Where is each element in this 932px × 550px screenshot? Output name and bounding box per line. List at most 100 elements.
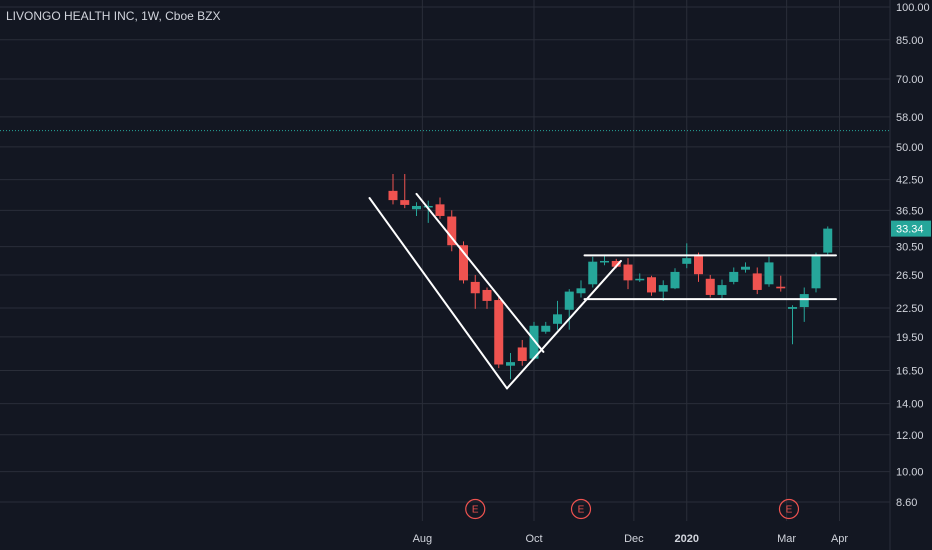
candle-body bbox=[388, 190, 398, 201]
candle bbox=[388, 174, 398, 205]
candle bbox=[435, 197, 445, 219]
candle bbox=[588, 256, 598, 288]
candle-body bbox=[752, 273, 762, 290]
candle bbox=[623, 258, 633, 290]
time-axis[interactable]: Aug Oct Dec 2020 Mar Apr bbox=[413, 533, 849, 545]
y-tick-label: 22.50 bbox=[896, 303, 924, 315]
candle bbox=[741, 262, 750, 273]
rising-line[interactable] bbox=[505, 259, 622, 390]
candle-body bbox=[588, 261, 598, 285]
candle-body bbox=[823, 228, 833, 253]
candle bbox=[506, 352, 515, 380]
candle-body bbox=[705, 278, 715, 295]
candle-body bbox=[529, 325, 539, 359]
last-price-label: 33.34 bbox=[896, 224, 924, 236]
candle-body bbox=[400, 200, 410, 205]
candle bbox=[776, 275, 786, 292]
y-tick-label: 19.50 bbox=[896, 332, 924, 344]
candle bbox=[482, 287, 492, 309]
y-tick-label: 50.00 bbox=[896, 142, 924, 154]
x-tick-label: Dec bbox=[624, 533, 644, 545]
last-price-box bbox=[891, 220, 931, 237]
candle bbox=[412, 202, 421, 216]
candle bbox=[705, 274, 715, 298]
candle bbox=[752, 267, 762, 295]
candle bbox=[470, 274, 480, 309]
candle bbox=[400, 174, 410, 209]
candle-body bbox=[600, 260, 609, 263]
candle bbox=[788, 305, 797, 345]
candle-body bbox=[611, 260, 621, 267]
earnings-label: E bbox=[786, 505, 793, 516]
candle-body bbox=[564, 291, 574, 310]
candle-body bbox=[517, 347, 527, 361]
candle-body bbox=[494, 300, 504, 365]
candle bbox=[658, 280, 668, 301]
y-tick-label: 42.50 bbox=[896, 175, 924, 187]
x-tick-label: Mar bbox=[777, 533, 796, 545]
candle bbox=[459, 241, 468, 284]
candle-body bbox=[470, 281, 480, 294]
candle bbox=[447, 210, 457, 252]
candle-body bbox=[776, 286, 786, 289]
y-tick-label: 70.00 bbox=[896, 74, 924, 86]
earnings-label: E bbox=[578, 505, 585, 516]
candle bbox=[517, 339, 527, 366]
candle-body bbox=[729, 271, 739, 282]
candle-body bbox=[741, 266, 750, 270]
candle bbox=[635, 273, 645, 282]
candle-body bbox=[482, 289, 492, 301]
candle-body bbox=[623, 264, 633, 281]
x-tick-label: Apr bbox=[831, 533, 848, 545]
earnings-circle bbox=[778, 498, 800, 520]
earnings-circle bbox=[465, 498, 486, 520]
candle-body bbox=[506, 362, 515, 366]
candle bbox=[576, 280, 586, 298]
y-tick-label: 100.00 bbox=[896, 2, 930, 14]
candle-body bbox=[435, 204, 445, 216]
y-tick-label: 26.50 bbox=[896, 270, 924, 282]
y-tick-label: 58.00 bbox=[896, 112, 924, 124]
candle-body bbox=[694, 255, 703, 275]
last-price-tag: 33.34 bbox=[891, 220, 931, 237]
candle bbox=[553, 300, 562, 330]
grid-lines bbox=[0, 0, 890, 521]
candle bbox=[823, 226, 833, 257]
candle bbox=[494, 295, 504, 369]
earnings-marker[interactable]: E bbox=[465, 498, 486, 520]
candle bbox=[799, 287, 809, 322]
candle-body bbox=[717, 285, 727, 295]
candle-body bbox=[423, 205, 433, 208]
y-tick-label: 16.50 bbox=[896, 366, 924, 378]
candle-body bbox=[799, 294, 809, 308]
candle-body bbox=[447, 216, 457, 246]
y-tick-label: 12.00 bbox=[896, 430, 924, 442]
candle bbox=[564, 289, 574, 330]
falling-channel-upper[interactable] bbox=[415, 192, 545, 353]
candle bbox=[764, 256, 774, 287]
y-tick-label: 30.50 bbox=[896, 242, 924, 254]
candle-body bbox=[541, 325, 551, 332]
y-tick-label: 14.00 bbox=[896, 399, 924, 411]
candlestick-series bbox=[388, 174, 833, 380]
candle bbox=[811, 252, 821, 293]
price-axis[interactable]: 100.00 85.00 70.00 58.00 50.00 42.50 36.50 30.5… bbox=[896, 2, 930, 509]
y-tick-label: 36.50 bbox=[896, 205, 924, 217]
candle-body bbox=[811, 255, 821, 289]
candle bbox=[670, 268, 680, 290]
falling-channel-lower[interactable] bbox=[368, 197, 508, 390]
earnings-marker[interactable]: E bbox=[778, 498, 800, 520]
candle-body bbox=[682, 258, 692, 264]
earnings-marker[interactable]: E bbox=[570, 498, 592, 520]
trendline-drawings[interactable] bbox=[368, 192, 837, 390]
candle bbox=[694, 252, 703, 282]
earnings-label: E bbox=[472, 505, 479, 516]
candle-body bbox=[764, 262, 774, 285]
y-tick-label: 10.00 bbox=[896, 467, 924, 479]
candle-body bbox=[658, 285, 668, 292]
earnings-circle bbox=[570, 498, 592, 520]
candle-body bbox=[412, 205, 421, 210]
candle-body bbox=[553, 314, 562, 324]
